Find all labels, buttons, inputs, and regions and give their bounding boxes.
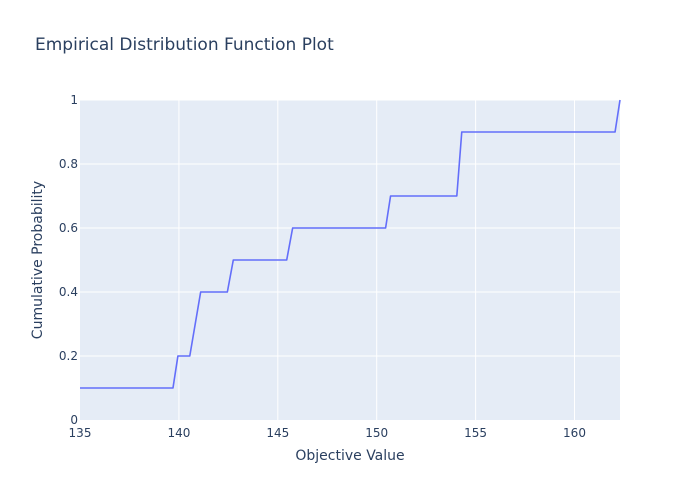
y-tick-label: 0.6 [59,221,78,235]
x-tick-label: 150 [365,426,388,440]
plot-area [80,100,620,420]
y-tick-label: 1 [70,93,78,107]
y-tick-label: 0.2 [59,349,78,363]
y-tick-label: 0 [70,413,78,427]
y-tick-labels: 0 0.2 0.4 0.6 0.8 1 [59,93,78,427]
x-tick-label: 140 [167,426,190,440]
y-grid-lines [80,99,620,357]
x-axis-title: Objective Value [295,448,404,464]
series-layer [80,99,621,389]
y-tick-label: 0.4 [59,285,78,299]
chart-title: Empirical Distribution Function Plot [35,35,334,55]
x-tick-label: 145 [266,426,289,440]
x-tick-labels: 135 140 145 150 155 160 [69,426,586,440]
x-tick-label: 135 [69,426,92,440]
y-axis-title: Cumulative Probability [30,181,46,339]
x-tick-label: 160 [563,426,586,440]
x-tick-label: 155 [464,426,487,440]
y-tick-label: 0.8 [59,157,78,171]
ecdf-series-line [80,99,621,389]
